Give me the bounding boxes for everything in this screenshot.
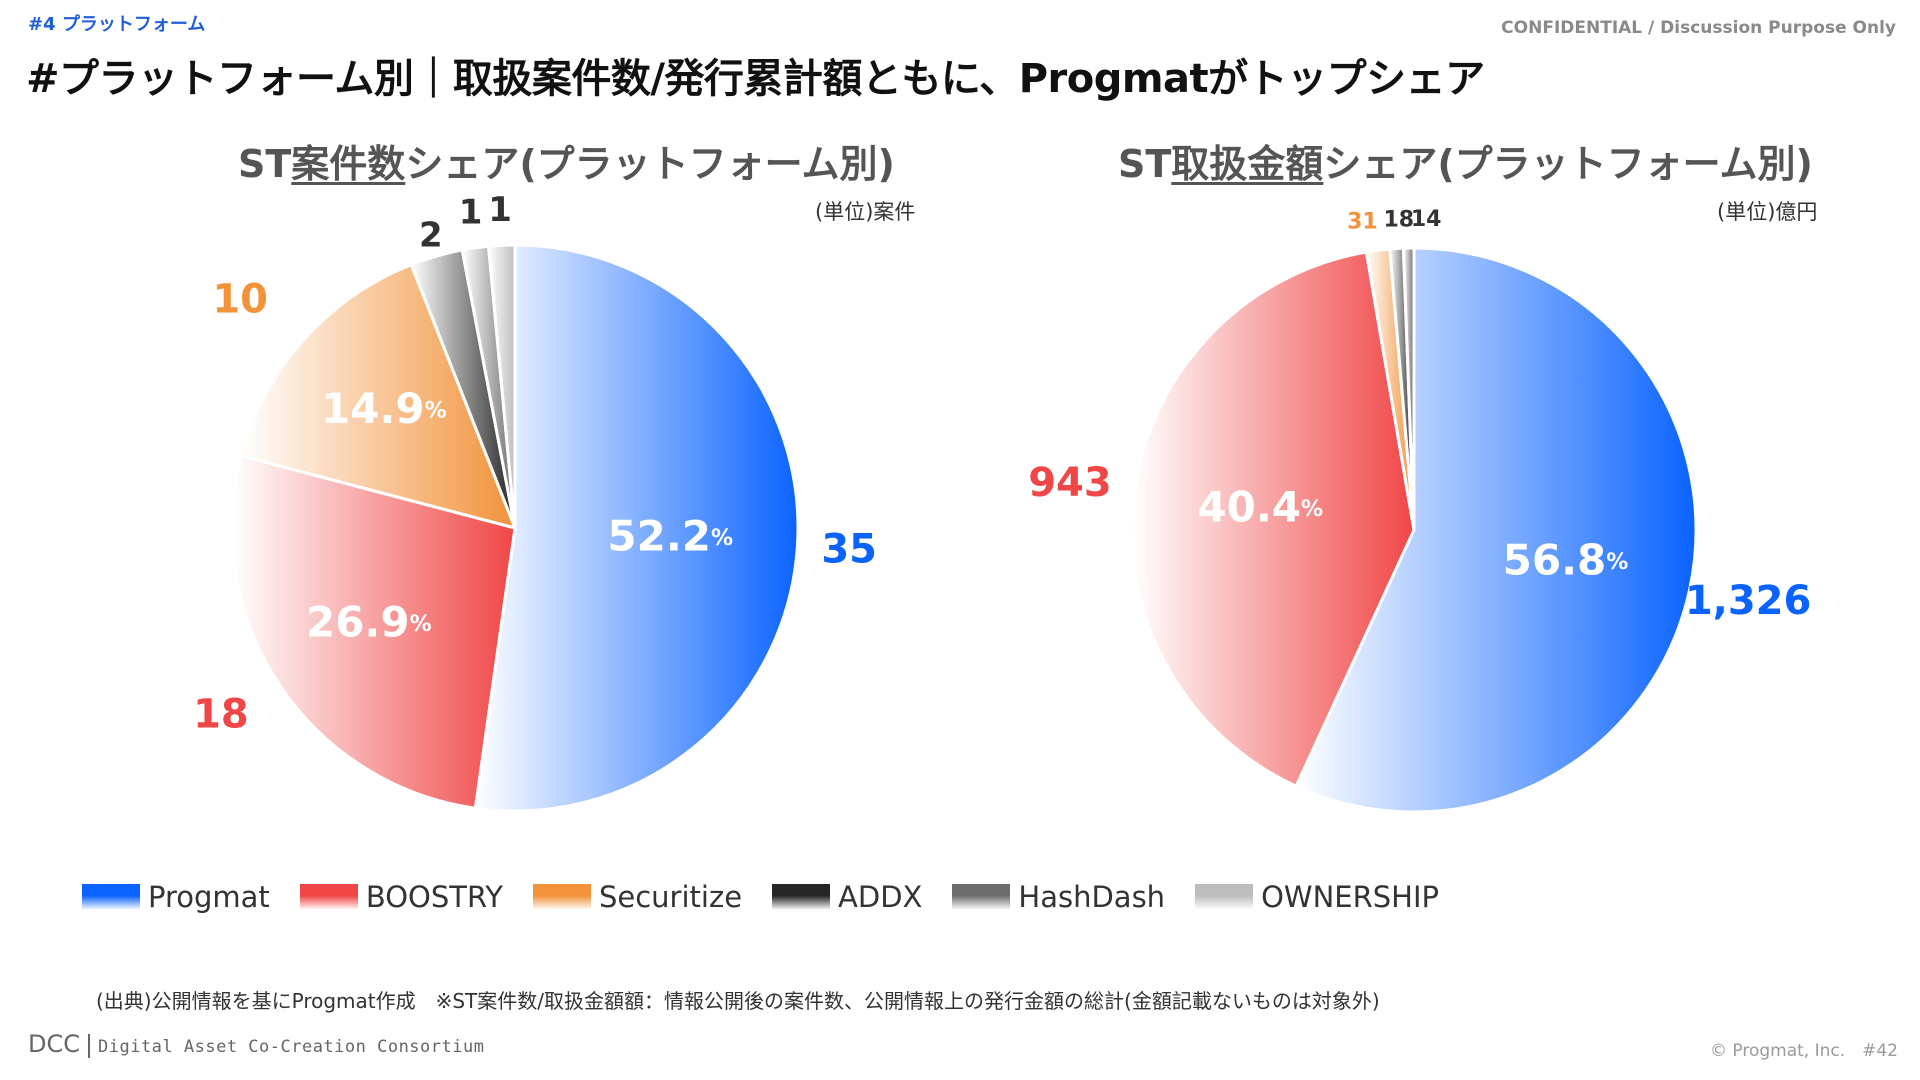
legend-swatch-hashdash <box>952 884 1011 910</box>
pie-right-value-label-progmat: 1,326 <box>1685 578 1812 624</box>
legend-label-boostry: BOOSTRY <box>365 880 503 914</box>
dcc-logo: DCC Digital Asset Co-Creation Consortium <box>28 1030 484 1058</box>
pie-left-value-label-securitize: 10 <box>212 276 268 322</box>
pie-left-slice-ownership <box>486 243 517 529</box>
pie-right-slice-hashdash <box>1401 246 1416 531</box>
legend-label-ownership: OWNERSHIP <box>1261 880 1440 914</box>
left-title-underlined: 案件数 <box>291 142 406 186</box>
legend-swatch-addx <box>772 884 831 910</box>
pie-right-value-label-addx: 18 <box>1383 208 1414 233</box>
legend-item-addx: ADDX <box>772 880 922 914</box>
right-title-prefix: ST <box>1118 142 1172 186</box>
legend-label-progmat: Progmat <box>148 880 270 914</box>
right-title-suffix: シェア(プラットフォーム別) <box>1323 142 1813 186</box>
left-unit-label: (単位)案件 <box>815 200 916 224</box>
pie-left-value-label-addx: 2 <box>419 215 443 255</box>
legend-item-ownership: OWNERSHIP <box>1195 880 1439 914</box>
pie-left-value-label-hashdash: 1 <box>459 193 483 233</box>
pie-left-value-label-progmat: 35 <box>821 527 877 573</box>
pie-left-slice-securitize <box>239 262 518 531</box>
legend: Progmat BOOSTRY Securitize ADDX HashDash OWNE… <box>82 880 1469 914</box>
legend-item-securitize: Securitize <box>532 880 743 914</box>
pie-right-value-label-securitize: 31 <box>1347 210 1378 235</box>
legend-item-boostry: BOOSTRY <box>299 880 503 914</box>
section-tag: #4 プラットフォーム <box>28 14 206 35</box>
source-footnote: (出典)公開情報を基にProgmat作成 ※ST案件数/取扱金額額：情報公開後の… <box>96 989 1380 1013</box>
dcc-logo-full: Digital Asset Co-Creation Consortium <box>98 1037 485 1057</box>
legend-swatch-boostry <box>299 884 358 910</box>
right-chart-title: ST取扱金額シェア(プラットフォーム別) <box>1118 133 1813 188</box>
left-title-suffix: シェア(プラットフォーム別) <box>405 142 895 186</box>
pie-left-slice-progmat <box>473 243 800 813</box>
legend-label-hashdash: HashDash <box>1018 880 1166 914</box>
confidential-label: CONFIDENTIAL / Discussion Purpose Only <box>1501 18 1896 38</box>
right-title-underlined: 取扱金額 <box>1171 142 1324 186</box>
pie-right-slice-boostry <box>1130 250 1416 789</box>
pie-right-value-label-boostry: 943 <box>1028 460 1112 506</box>
pie-left-value-label-ownership: 1 <box>488 190 512 230</box>
dcc-logo-short: DCC <box>28 1030 80 1058</box>
legend-item-progmat: Progmat <box>82 880 270 914</box>
legend-item-hashdash: HashDash <box>952 880 1165 914</box>
left-chart-title: ST案件数シェア(プラットフォーム別) <box>238 133 895 188</box>
pie-right-slice-progmat <box>1294 246 1698 814</box>
copyright: © Progmat, Inc. #42 <box>1709 1041 1898 1061</box>
pie-left-slice-boostry <box>230 453 517 810</box>
pie-left-value-label-boostry: 18 <box>193 692 249 738</box>
logo-divider <box>88 1034 90 1058</box>
right-unit-label: (単位)億円 <box>1717 200 1818 224</box>
legend-swatch-ownership <box>1195 884 1254 910</box>
legend-swatch-securitize <box>532 884 591 910</box>
legend-label-securitize: Securitize <box>598 880 743 914</box>
left-title-prefix: ST <box>238 142 292 186</box>
legend-label-addx: ADDX <box>838 880 923 914</box>
page-headline: #プラットフォーム別｜取扱案件数/発行累計額ともに、Progmatがトップシェア <box>26 56 1485 102</box>
pie-right-value-label-hashdash: 14 <box>1411 207 1442 232</box>
legend-swatch-progmat <box>82 884 140 910</box>
